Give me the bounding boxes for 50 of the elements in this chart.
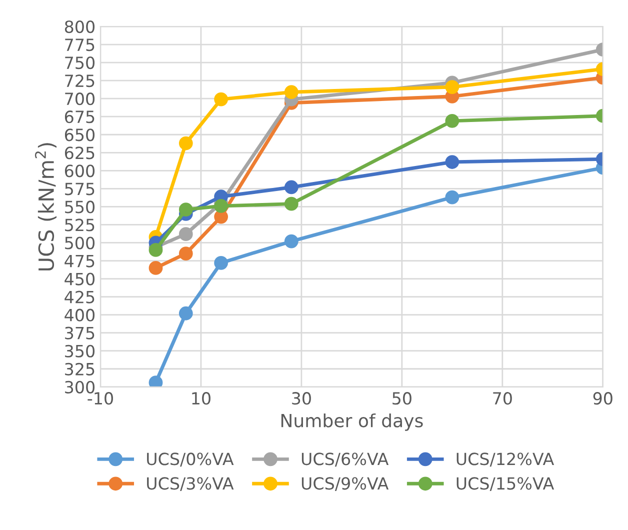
point (178, 227, 193, 242)
y-tick-label: 725 (65, 74, 94, 88)
y-tick-label: 750 (65, 56, 95, 70)
point (148, 261, 163, 275)
y-tick-label: 475 (64, 254, 94, 268)
legend-label: UCS/9%VA (302, 477, 389, 492)
legend-label: UCS/0%VA (147, 452, 234, 467)
legend-label: UCS/12%VA (456, 452, 554, 467)
point (178, 246, 193, 260)
point (178, 136, 193, 150)
y-tick-label: 800 (64, 20, 95, 34)
y-tick-label: 575 (65, 182, 94, 196)
x-tick-label: -10 (88, 392, 113, 405)
x-tick-label: 30 (292, 392, 311, 405)
x-axis-title: Number of days (281, 413, 423, 431)
legend-label: UCS/6%VA (302, 452, 389, 467)
point (284, 180, 298, 194)
point (148, 376, 163, 387)
point (148, 243, 163, 257)
y-axis-title: UCS (kN/m$^{2}$) (34, 143, 57, 270)
y-tick-label: 550 (65, 200, 95, 214)
y-tick-label: 400 (64, 308, 95, 322)
y-tick-label: 625 (64, 146, 94, 160)
y-tick-label: 300 (65, 380, 95, 394)
legend-label: UCS/15%VA (456, 477, 554, 492)
legend-label: UCS/3%VA (147, 477, 234, 492)
point (284, 196, 298, 211)
x-tick-label: 50 (392, 392, 412, 405)
y-tick-label: 650 (64, 128, 95, 142)
x-tick-label: 70 (493, 392, 512, 405)
point (284, 85, 298, 100)
y-tick-label: 500 (65, 236, 95, 250)
y-tick-label: 425 (64, 290, 94, 304)
point (178, 202, 193, 217)
y-tick-label: 350 (65, 344, 95, 358)
point (178, 306, 193, 320)
y-tick-label: 600 (64, 164, 95, 178)
point (214, 199, 228, 213)
y-tick-label: 675 (64, 110, 94, 124)
x-tick-label: 10 (192, 392, 210, 405)
point (284, 234, 298, 248)
point (214, 92, 228, 106)
point (214, 256, 228, 270)
y-tick-label: 325 (65, 362, 94, 376)
y-tick-label: 700 (65, 92, 95, 106)
x-tick-label: 90 (593, 392, 612, 405)
y-tick-label: 375 (65, 326, 94, 340)
y-tick-label: 450 (64, 272, 95, 286)
y-tick-label: 775 (65, 38, 94, 52)
y-tick-label: 525 (65, 218, 94, 232)
